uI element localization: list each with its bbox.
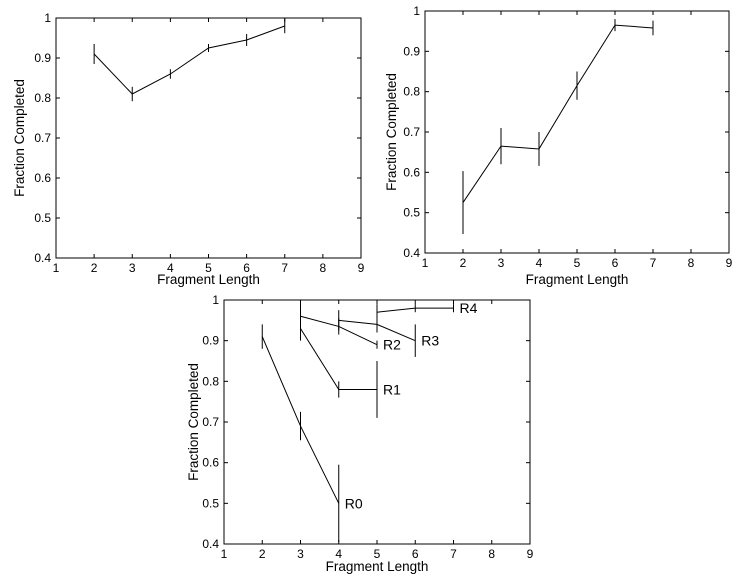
y-axis-label: Fraction Completed [12,79,27,197]
x-tick-label: 1 [221,547,228,561]
y-tick-label: 1 [44,11,51,25]
y-axis-label: Fraction Completed [384,73,399,191]
x-tick-label: 4 [335,547,342,561]
y-tick-label: 0.7 [34,131,51,145]
y-tick-label: 1 [212,293,219,307]
chart-top-left: 1 2 3 4 5 6 7 8 9 0.4 0.5 0.6 0.7 0.8 0.9 1 Fragment Len… [12,11,365,287]
x-tick-label: 4 [167,261,174,275]
x-tick-label: 7 [281,261,288,275]
x-tick-label: 3 [129,261,136,275]
x-tick-label: 6 [412,547,419,561]
x-tick-label: 9 [358,261,365,275]
y-tick-label: 0.8 [403,85,420,99]
x-axis-label: Fragment Length [526,272,629,287]
x-tick-label: 9 [726,256,733,270]
series-label: R2 [383,337,401,353]
series-line [93,25,285,95]
series-line [462,24,654,203]
y-tick-label: 0.6 [202,456,219,470]
y-tick-label: 0.8 [202,374,219,388]
x-tick-label: 5 [205,261,212,275]
y-axis-label: Fraction Completed [186,363,201,481]
plot-frame [55,17,362,259]
x-tick-label: 5 [374,547,381,561]
plot-frame [223,299,531,545]
y-tick-label: 0.5 [34,211,51,225]
series-label: R1 [383,381,401,397]
x-tick-label: 8 [688,256,695,270]
x-tick-label: 4 [536,256,543,270]
x-tick-label: 8 [320,261,327,275]
plot-frame [424,10,730,254]
x-tick-label: 9 [527,547,534,561]
y-tick-label: 0.7 [403,125,420,139]
series-label: R4 [460,300,478,316]
chart-top-right: 1 2 3 4 5 6 7 8 9 0.4 0.5 0.6 0.7 0.8 0.9 1 Fragment Len… [384,4,733,287]
y-tick-label: 1 [413,4,420,18]
x-tick-label: 1 [53,261,60,275]
x-tick-label: 2 [460,256,467,270]
series-label: R3 [421,333,439,349]
y-tick-label: 0.6 [403,165,420,179]
chart-bottom: 1 2 3 4 5 6 7 8 9 0.4 0.5 0.6 0.7 0.8 0.9 1 Fragment Len… [186,293,534,574]
x-tick-label: 8 [488,547,495,561]
x-tick-label: 2 [259,547,266,561]
y-tick-label: 0.4 [202,537,219,551]
x-tick-label: 6 [243,261,250,275]
x-tick-label: 5 [574,256,581,270]
series-line [300,328,377,390]
y-tick-label: 0.9 [202,334,219,348]
x-tick-label: 7 [650,256,657,270]
y-tick-label: 0.9 [34,51,51,65]
x-tick-label: 1 [422,256,429,270]
x-tick-label: 3 [297,547,304,561]
x-tick-label: 6 [612,256,619,270]
y-tick-label: 0.4 [403,246,420,260]
x-axis-label: Fragment Length [157,272,260,287]
y-tick-label: 0.8 [34,91,51,105]
x-tick-label: 2 [91,261,98,275]
series-label: R0 [345,495,363,511]
x-axis-label: Fragment Length [326,559,429,574]
y-tick-label: 0.4 [34,251,51,265]
y-tick-label: 0.5 [202,496,219,510]
y-tick-label: 0.9 [403,44,420,58]
y-tick-label: 0.6 [34,171,51,185]
y-tick-label: 0.7 [202,415,219,429]
x-tick-label: 7 [450,547,457,561]
x-tick-label: 3 [498,256,505,270]
y-tick-label: 0.5 [403,206,420,220]
